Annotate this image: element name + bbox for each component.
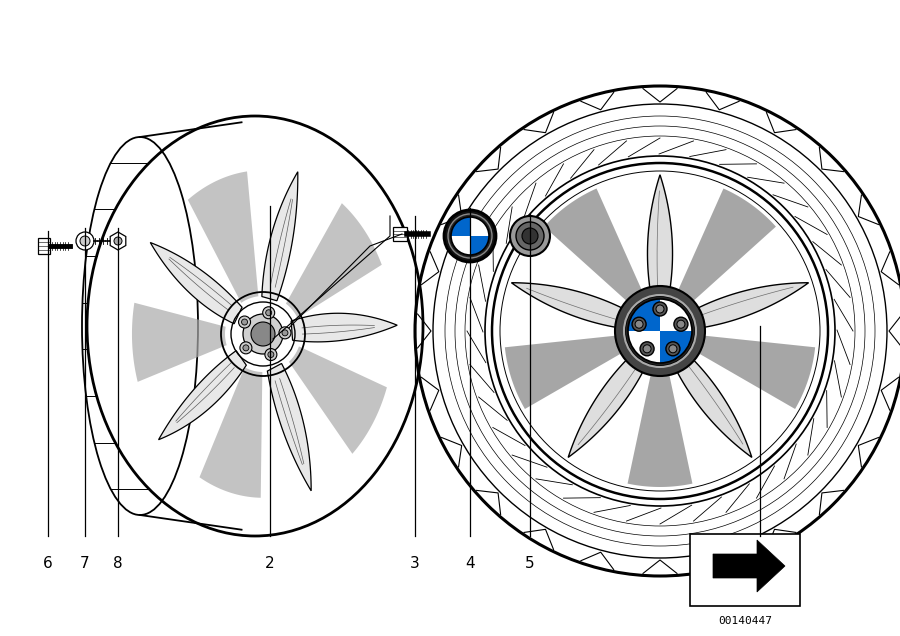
Polygon shape <box>289 347 387 454</box>
Polygon shape <box>568 354 647 457</box>
Polygon shape <box>676 188 776 304</box>
Polygon shape <box>673 354 752 457</box>
Circle shape <box>114 237 122 245</box>
Circle shape <box>653 302 667 316</box>
Wedge shape <box>470 236 489 255</box>
Circle shape <box>510 216 550 256</box>
Circle shape <box>279 327 291 339</box>
Polygon shape <box>505 335 626 409</box>
Circle shape <box>625 296 695 366</box>
Circle shape <box>644 345 651 353</box>
Polygon shape <box>627 370 692 487</box>
Bar <box>38 238 50 254</box>
Circle shape <box>615 286 705 376</box>
Wedge shape <box>451 217 470 236</box>
Polygon shape <box>511 283 630 329</box>
Text: 6: 6 <box>43 556 53 571</box>
Polygon shape <box>544 188 644 304</box>
Wedge shape <box>628 331 660 363</box>
Text: 3: 3 <box>410 556 420 571</box>
Polygon shape <box>689 283 808 329</box>
Circle shape <box>266 310 272 315</box>
Polygon shape <box>695 335 815 409</box>
Circle shape <box>444 210 496 262</box>
Circle shape <box>656 305 664 313</box>
Circle shape <box>240 342 252 354</box>
Circle shape <box>516 222 544 250</box>
Polygon shape <box>286 203 382 318</box>
Circle shape <box>282 330 288 336</box>
Polygon shape <box>713 540 785 592</box>
Circle shape <box>632 317 646 331</box>
Circle shape <box>666 342 680 356</box>
Circle shape <box>241 319 248 325</box>
Polygon shape <box>267 364 311 491</box>
Circle shape <box>448 214 492 258</box>
Circle shape <box>635 320 644 328</box>
Circle shape <box>238 316 250 328</box>
Text: 8: 8 <box>113 556 122 571</box>
Text: 1: 1 <box>755 556 765 571</box>
Polygon shape <box>188 172 258 303</box>
Wedge shape <box>470 217 489 236</box>
Wedge shape <box>451 236 470 255</box>
Polygon shape <box>132 303 227 382</box>
Polygon shape <box>647 175 672 297</box>
Text: 00140447: 00140447 <box>718 616 772 626</box>
Polygon shape <box>158 350 247 439</box>
Circle shape <box>522 228 538 244</box>
Wedge shape <box>660 331 692 363</box>
Circle shape <box>677 320 685 328</box>
Polygon shape <box>200 367 262 498</box>
Polygon shape <box>110 232 126 250</box>
Bar <box>393 227 407 241</box>
Polygon shape <box>262 172 298 301</box>
Circle shape <box>674 317 688 331</box>
Wedge shape <box>660 299 692 331</box>
Circle shape <box>76 232 94 250</box>
Circle shape <box>243 314 283 354</box>
Bar <box>690 534 800 606</box>
Circle shape <box>265 349 277 361</box>
Text: 2: 2 <box>266 556 274 571</box>
Circle shape <box>640 342 654 356</box>
Circle shape <box>268 352 274 357</box>
Circle shape <box>263 307 274 319</box>
Text: 4: 4 <box>465 556 475 571</box>
Polygon shape <box>150 242 242 324</box>
Wedge shape <box>628 299 660 331</box>
Circle shape <box>243 345 249 351</box>
Circle shape <box>80 236 90 246</box>
Text: 5: 5 <box>526 556 535 571</box>
Text: 7: 7 <box>80 556 90 571</box>
Circle shape <box>669 345 677 353</box>
Circle shape <box>251 322 275 346</box>
Polygon shape <box>292 314 397 342</box>
